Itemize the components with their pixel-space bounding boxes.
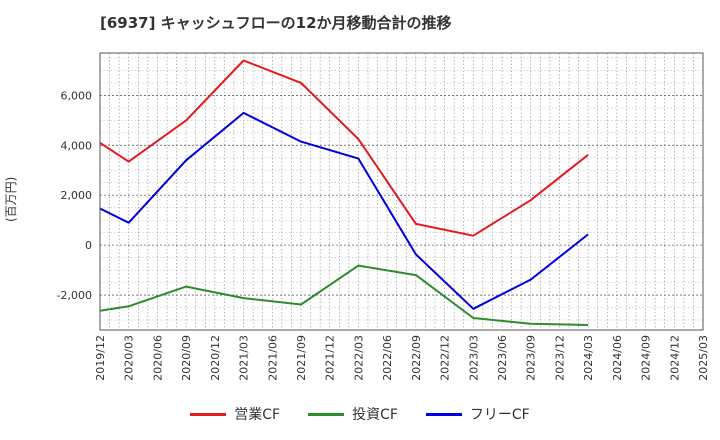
x-tick-label: 2022/12 <box>439 335 452 381</box>
x-tick-label: 2020/09 <box>180 335 193 381</box>
legend-label-free-cf: フリーCF <box>469 407 530 423</box>
x-tick-label: 2021/03 <box>238 335 251 381</box>
series-line-investing-cf <box>99 264 589 326</box>
x-tick-label: 2024/12 <box>668 335 681 381</box>
x-tick-label: 2024/09 <box>640 335 653 381</box>
x-tick-label: 2019/12 <box>94 335 107 381</box>
x-tick-label: 2023/06 <box>496 335 509 381</box>
x-tick-label: 2020/06 <box>151 335 164 381</box>
x-tick-label: 2024/03 <box>582 335 595 381</box>
y-tick-label: -2,000 <box>57 289 92 302</box>
legend-swatch-free-cf <box>425 412 462 416</box>
x-tick-label: 2023/12 <box>553 335 566 381</box>
y-tick-label: 0 <box>85 239 92 252</box>
x-tick-label: 2021/06 <box>266 335 279 381</box>
x-tick-label: 2022/06 <box>381 335 394 381</box>
legend-label-operating-cf: 営業CF <box>234 407 281 423</box>
legend-swatch-operating-cf <box>190 412 227 416</box>
x-tick-label: 2020/12 <box>209 335 222 381</box>
x-tick-label: 2021/09 <box>295 335 308 381</box>
x-tick-label: 2021/12 <box>324 335 337 381</box>
series-line-free-cf <box>99 111 589 310</box>
x-tick-label: 2025/03 <box>697 335 710 381</box>
x-tick-label: 2020/03 <box>123 335 136 381</box>
x-tick-label: 2023/03 <box>467 335 480 381</box>
y-tick-label: 2,000 <box>61 189 93 202</box>
legend-label-investing-cf: 投資CF <box>352 407 398 423</box>
legend: 営業CF 投資CF フリーCF <box>0 404 720 424</box>
series-lines <box>99 59 589 326</box>
y-tick-label: 6,000 <box>61 89 93 102</box>
x-tick-label: 2022/09 <box>410 335 423 381</box>
y-tick-label: 4,000 <box>61 139 93 152</box>
plot-frame <box>99 52 704 331</box>
x-tick-label: 2022/03 <box>352 335 365 381</box>
chart-title: [6937] キャッシュフローの12か月移動合計の推移 <box>100 14 452 32</box>
x-tick-label: 2024/06 <box>611 335 624 381</box>
axis-ticks: -2,000 0 2,000 4,000 6,000 2019/12 2020/03 2020… <box>57 89 710 380</box>
legend-item-free-cf: フリーCF <box>425 404 530 424</box>
legend-item-operating-cf: 営業CF <box>190 404 280 424</box>
legend-swatch-investing-cf <box>308 412 345 416</box>
series-line-operating-cf <box>99 59 589 237</box>
x-tick-label: 2023/09 <box>525 335 538 381</box>
legend-item-investing-cf: 投資CF <box>308 404 398 424</box>
line-chart: -2,000 0 2,000 4,000 6,000 2019/12 2020/03 2020… <box>57 52 710 381</box>
